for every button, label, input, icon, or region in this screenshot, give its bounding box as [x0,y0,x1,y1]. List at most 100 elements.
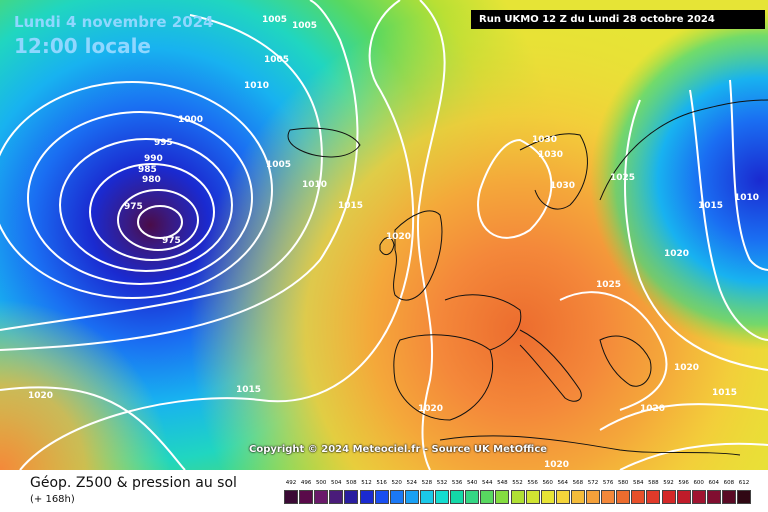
legend-color-swatch [570,490,585,504]
isobar-label: 1010 [244,81,269,91]
isobar-label: 1020 [418,404,443,414]
legend-color-swatch [344,490,359,504]
isobar-label: 1020 [386,232,411,242]
isobar-label: 1020 [674,363,699,373]
legend-value-label: 576 [602,480,614,486]
legend-value-label: 560 [542,480,553,486]
legend-color-swatch [631,490,646,504]
forecast-lead-time: (+ 168h) [30,494,75,505]
legend-color-swatch [314,490,329,504]
legend-value-label: 496 [300,480,312,486]
isobar-label: 1015 [236,385,261,395]
legend-color-swatch [495,490,510,504]
isobar-label: 1030 [532,135,557,145]
legend-color-swatch [299,490,314,504]
legend-value-label: 600 [693,480,704,486]
legend-color-swatch [586,490,600,504]
isobar-label: 1020 [28,391,53,401]
forecast-time: 12:00 locale [14,34,151,58]
chart-title: Géop. Z500 & pression au sol [30,475,237,491]
legend-color-swatch [480,490,495,504]
isobar-label: 980 [142,175,161,185]
isobar-label: 1005 [262,15,287,25]
isobar-lines [0,0,768,470]
legend-value-label: 592 [663,480,674,486]
legend-value-label: 492 [285,480,297,486]
isobar-label: 1015 [338,201,363,211]
legend-value-label: 504 [331,480,342,486]
coastlines [287,99,768,456]
legend-value-label: 612 [738,480,750,486]
isobar-label: 975 [162,236,181,246]
isobar-label: 1000 [178,115,203,125]
legend-color-swatch [525,490,540,504]
legend-value-label: 568 [572,480,584,486]
isobar-label: 1005 [292,21,317,31]
legend-value-label: 544 [482,480,493,486]
weather-map: 1005 1005 1005 1010 1000 995 990 985 980… [0,0,768,470]
legend-value-label: 596 [678,480,689,486]
forecast-date: Lundi 4 novembre 2024 [14,13,214,31]
isobar-label: 1010 [302,180,327,190]
model-run-banner: Run UKMO 12 Z du Lundi 28 octobre 2024 [471,10,765,29]
isobar-label: 1005 [266,160,291,170]
map-canvas: 1005 1005 1005 1010 1000 995 990 985 980… [0,0,768,470]
legend-value-label: 584 [633,480,644,486]
legend-color-swatch [555,490,570,504]
legend-color-swatch [721,490,736,504]
legend-value-label: 556 [527,480,538,486]
isobar-label: 1015 [698,201,723,211]
legend-value-label: 540 [466,480,478,486]
legend-value-label: 516 [376,480,387,486]
isobar-label: 1015 [712,388,737,398]
isobar-label: 1005 [264,55,289,65]
isobar-label: 1010 [734,193,759,203]
legend-color-swatch [389,490,404,504]
legend-value-label: 552 [512,480,523,486]
legend-value-label: 528 [421,480,433,486]
legend-value-label: 572 [587,480,599,486]
legend-value-label: 548 [497,480,508,486]
legend-color-swatch [374,490,389,504]
legend-color-swatch [419,490,434,504]
legend-value-label: 580 [617,480,629,486]
legend-color-swatch [510,490,525,504]
legend-color-swatch [540,490,555,504]
isobar-label: 1030 [550,181,575,191]
legend-value-label: 524 [406,480,418,486]
legend-value-label: 500 [315,480,327,486]
color-scale-legend: 492 496 500 504 508 512 516 520 524 528 532 536 540 5… [284,480,752,506]
isobar-label: 1030 [538,150,563,160]
legend-value-label: 520 [391,480,402,486]
legend-color-swatch [676,490,691,504]
isobar-label: 1020 [664,249,689,259]
legend-value-label: 604 [708,480,720,486]
isobar-label: 995 [154,138,173,148]
legend-value-label: 508 [346,480,357,486]
legend-color-swatch [465,490,480,504]
legend-value-label: 536 [451,480,463,486]
isobar-label: 975 [124,202,143,212]
isobar-label: 985 [138,165,157,175]
legend-color-swatch [404,490,419,504]
isobar-labels: 1005 1005 1005 1010 1000 995 990 985 980… [28,15,759,470]
legend-color-swatch [661,490,676,504]
legend-color-swatch [601,490,616,504]
legend-value-label: 564 [557,480,569,486]
isobar-label: 990 [144,154,163,164]
legend-color-swatch [284,490,298,504]
isobar-label: 1020 [640,404,665,414]
isobar-label: 1025 [610,173,635,183]
legend-color-swatch [616,490,631,504]
isobar-label: 1020 [544,460,569,470]
legend-color-swatch [706,490,721,504]
legend-value-label: 588 [648,480,659,486]
copyright-notice: Copyright © 2024 Meteociel.fr - Source U… [249,444,548,455]
legend-value-label: 532 [436,480,448,486]
legend-color-swatch [646,490,661,504]
legend-value-label: 608 [723,480,735,486]
map-footer: Géop. Z500 & pression au sol (+ 168h) 49… [0,470,768,512]
legend-color-swatch [435,490,449,504]
legend-color-swatch [359,490,374,504]
legend-value-label: 512 [361,480,372,486]
